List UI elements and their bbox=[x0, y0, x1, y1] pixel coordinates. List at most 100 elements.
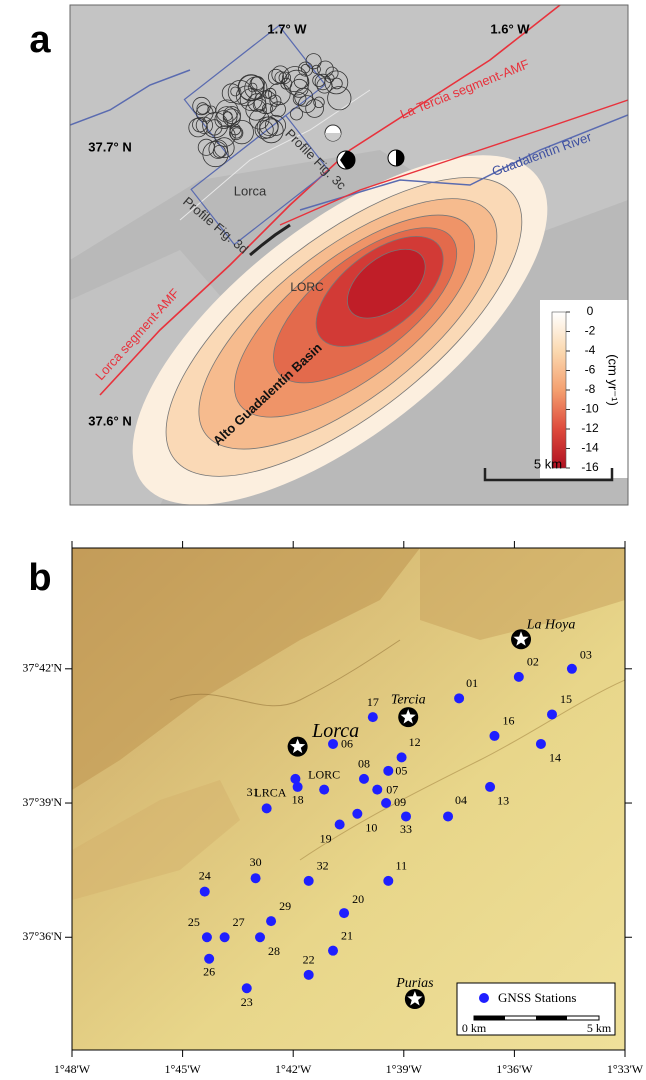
x-tick-label: 1°45'W bbox=[164, 1062, 201, 1076]
station-label: 21 bbox=[341, 928, 353, 942]
gnss-station bbox=[339, 908, 349, 918]
scale-label: 5 km bbox=[534, 456, 562, 471]
panel-label: b bbox=[28, 557, 51, 599]
station-label: 25 bbox=[188, 915, 200, 929]
station-label: 09 bbox=[394, 795, 406, 809]
colorbar-tick-label: -8 bbox=[585, 382, 596, 396]
station-label: 10 bbox=[365, 821, 377, 835]
gnss-station bbox=[220, 932, 230, 942]
station-label: 28 bbox=[268, 944, 280, 958]
station-label: 01 bbox=[466, 676, 478, 690]
gnss-station bbox=[443, 811, 453, 821]
gnss-station bbox=[304, 970, 314, 980]
station-label: 33 bbox=[400, 822, 412, 836]
gnss-station bbox=[251, 873, 261, 883]
station-label: 17 bbox=[367, 695, 379, 709]
colorbar-tick-label: -6 bbox=[585, 363, 596, 377]
station-label: 08 bbox=[358, 757, 370, 771]
gnss-station bbox=[454, 693, 464, 703]
station-label: 03 bbox=[580, 648, 592, 662]
gnss-station bbox=[319, 785, 329, 795]
scale-bar bbox=[474, 1016, 505, 1020]
station-label: 15 bbox=[560, 692, 572, 706]
station-label: 26 bbox=[203, 964, 215, 978]
gnss-station bbox=[262, 803, 272, 813]
x-tick-label: 1°33'W bbox=[607, 1062, 644, 1076]
station-label: 14 bbox=[549, 751, 561, 765]
colorbar-tick-label: -2 bbox=[585, 324, 596, 338]
station-label: 23 bbox=[241, 995, 253, 1009]
station-label: 05 bbox=[395, 764, 407, 778]
gnss-station bbox=[304, 876, 314, 886]
y-tick-label: 37°39'N bbox=[22, 795, 62, 809]
station-label: 13 bbox=[497, 794, 509, 808]
station-label: LORC bbox=[290, 280, 324, 294]
gnss-station bbox=[401, 811, 411, 821]
y-tick-label: 37°36'N bbox=[22, 929, 62, 943]
gnss-station bbox=[567, 664, 577, 674]
station-label: 11 bbox=[396, 859, 408, 873]
x-tick-label: 1°48'W bbox=[54, 1062, 91, 1076]
gnss-station bbox=[383, 876, 393, 886]
gnss-station bbox=[200, 887, 210, 897]
map-a bbox=[70, 5, 628, 567]
gnss-station bbox=[328, 946, 338, 956]
gnss-station bbox=[359, 774, 369, 784]
lon-label: 1.6° W bbox=[490, 21, 530, 36]
colorbar-tick-label: -10 bbox=[581, 402, 599, 416]
station-label: LORC bbox=[308, 767, 340, 781]
x-tick-label: 1°36'W bbox=[496, 1062, 533, 1076]
station-label: LRCA bbox=[254, 786, 286, 800]
lat-label: 37.6° N bbox=[88, 413, 132, 428]
scale-bar bbox=[536, 1016, 567, 1020]
gnss-station bbox=[489, 731, 499, 741]
gnss-station bbox=[547, 709, 557, 719]
colorbar-tick-label: -12 bbox=[581, 421, 599, 435]
figure: a 1.7° W 1.6° W 37.7° N 37.6° N La Terci… bbox=[0, 0, 646, 1080]
scale-label: 0 km bbox=[462, 1021, 487, 1035]
legend-symbol bbox=[479, 993, 489, 1003]
lat-label: 37.7° N bbox=[88, 139, 132, 154]
panel-label: a bbox=[29, 19, 51, 61]
town-label: Tercia bbox=[391, 692, 426, 707]
town-label: Lorca bbox=[234, 183, 267, 198]
x-tick-label: 1°42'W bbox=[275, 1062, 312, 1076]
town-label: Lorca bbox=[311, 720, 359, 742]
station-label: 16 bbox=[502, 714, 514, 728]
legend: GNSS Stations 0 km 5 km bbox=[457, 983, 615, 1035]
gnss-station bbox=[266, 916, 276, 926]
gnss-station bbox=[204, 954, 214, 964]
station-label: 29 bbox=[279, 899, 291, 913]
lon-label: 1.7° W bbox=[267, 21, 307, 36]
station-label: 02 bbox=[527, 655, 539, 669]
gnss-station bbox=[397, 752, 407, 762]
station-label: 04 bbox=[455, 793, 467, 807]
gnss-station bbox=[383, 766, 393, 776]
station-label: 20 bbox=[352, 892, 364, 906]
y-tick-label: 37°42'N bbox=[22, 661, 62, 675]
gnss-station bbox=[335, 820, 345, 830]
gnss-station bbox=[255, 932, 265, 942]
gnss-station bbox=[368, 712, 378, 722]
station-label: 12 bbox=[409, 735, 421, 749]
station-label: 18 bbox=[292, 793, 304, 807]
x-tick-label: 1°39'W bbox=[386, 1062, 423, 1076]
colorbar bbox=[552, 312, 566, 468]
colorbar-tick-label: -16 bbox=[581, 460, 599, 474]
colorbar-tick-label: -4 bbox=[585, 343, 596, 357]
station-label: 32 bbox=[317, 859, 329, 873]
station-label: 30 bbox=[250, 855, 262, 869]
legend-label: GNSS Stations bbox=[498, 990, 576, 1005]
gnss-station bbox=[242, 983, 252, 993]
scale-label: 5 km bbox=[587, 1021, 612, 1035]
gnss-station bbox=[372, 785, 382, 795]
town-label: La Hoya bbox=[526, 617, 576, 632]
gnss-station bbox=[514, 672, 524, 682]
gnss-station bbox=[290, 774, 300, 784]
town-label: Purias bbox=[395, 976, 434, 991]
station-label: 22 bbox=[303, 953, 315, 967]
gnss-station bbox=[536, 739, 546, 749]
station-label: 24 bbox=[199, 868, 211, 882]
colorbar-tick-label: -14 bbox=[581, 441, 599, 455]
gnss-station bbox=[381, 798, 391, 808]
